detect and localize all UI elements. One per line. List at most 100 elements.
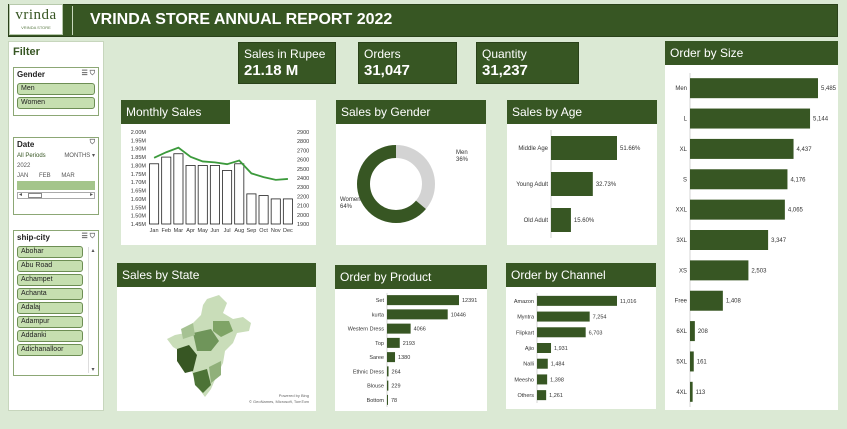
bar [387, 366, 389, 377]
donut-label: Men [456, 150, 468, 156]
category-label: Ajio [525, 346, 534, 352]
category-label: Meesho [514, 377, 534, 383]
scroll-thumb[interactable] [28, 193, 42, 198]
timeline-selection-bar[interactable] [17, 181, 95, 190]
clear-filter-icon[interactable]: ⛉ [89, 70, 95, 77]
bar [690, 108, 811, 129]
bar [690, 199, 785, 220]
data-label: 15.60% [574, 218, 595, 224]
clear-filter-icon[interactable]: ⛉ [89, 233, 95, 240]
map-region-karnataka[interactable] [193, 369, 211, 393]
monthly-bar [149, 163, 160, 225]
data-label: 264 [392, 369, 401, 375]
y2-tick-label: 2000 [297, 213, 309, 219]
data-label: 5,144 [813, 117, 829, 123]
filter-title: Filter [13, 46, 40, 58]
scroll-up-icon[interactable]: ▴ [91, 248, 95, 254]
kpi-sales-label: Sales in Rupee [244, 47, 326, 61]
logo-text: vrinda [15, 7, 57, 23]
scroll-down-icon[interactable]: ▾ [91, 367, 95, 373]
gender-slicer-title: Gender [17, 70, 46, 79]
category-label: XXL [676, 208, 688, 214]
channel-title: Order by Channel [506, 263, 656, 287]
scroll-left-icon[interactable]: ◂ [19, 192, 23, 198]
category-label: Myntra [517, 315, 535, 321]
data-label: 229 [391, 384, 400, 390]
bar [387, 337, 400, 348]
state-panel: Powered by Bing © GeoNames, Microsoft, T… [117, 263, 316, 411]
monthly-bar [282, 198, 293, 225]
channel-panel: Amazon 11,016 Myntra 7,254 Flipkart 6,703 Ajio… [506, 263, 656, 409]
category-label: Middle Age [518, 146, 548, 152]
data-label: 78 [391, 398, 397, 404]
y-tick-label: 1.80M [131, 163, 147, 169]
date-period: All Periods [17, 153, 46, 159]
size-bar-chart: Men 5,485 L 5,144 XL 4,437 S 4,176 XXL 4,065 3XL 3,… [675, 73, 837, 407]
city-item[interactable]: Addanki [17, 330, 83, 342]
map-region-maharashtra[interactable] [177, 345, 197, 373]
bar [537, 390, 547, 401]
city-item[interactable]: Abu Road [17, 260, 83, 272]
map-region-mp[interactable] [193, 329, 219, 351]
category-label: 6XL [676, 329, 687, 335]
multi-select-icon[interactable]: ☰ [81, 233, 88, 240]
city-item[interactable]: Adalaj [17, 302, 83, 314]
bar [690, 321, 695, 342]
data-label: 1380 [398, 355, 410, 361]
category-label: Blouse [367, 384, 384, 390]
map-region-rajasthan[interactable] [181, 323, 195, 339]
monthly-bar [197, 165, 208, 225]
bar [387, 295, 459, 306]
bar [537, 327, 586, 338]
y-tick-label: 1.85M [131, 155, 147, 161]
monthly-bar [246, 193, 257, 225]
data-label: 161 [697, 359, 708, 365]
title-bar [8, 4, 838, 37]
data-label: 5,485 [821, 86, 837, 92]
multi-select-icon[interactable]: ☰ [81, 70, 88, 77]
y-tick-label: 1.55M [131, 205, 147, 211]
category-label: 3XL [676, 238, 687, 244]
donut-label: 64% [340, 204, 353, 210]
scroll-right-icon[interactable]: ▸ [89, 192, 93, 198]
y2-tick-label: 2500 [297, 167, 309, 173]
kpi-orders-label: Orders [364, 47, 401, 61]
bar [537, 311, 590, 322]
data-label: 4066 [414, 327, 426, 333]
category-label: Free [675, 299, 688, 305]
category-label: Others [517, 393, 534, 399]
data-label: 4,437 [797, 147, 813, 153]
map-region-up[interactable] [213, 321, 233, 337]
category-label: Old Adult [524, 218, 549, 224]
data-label: 208 [698, 329, 709, 335]
category-label: 4XL [676, 390, 687, 396]
city-item[interactable]: Achanta [17, 288, 83, 300]
date-unit-label: MONTHS [64, 153, 91, 159]
gender-item-men[interactable]: Men [17, 83, 95, 95]
map-region-telangana[interactable] [209, 361, 221, 383]
category-label: Western Dress [348, 327, 385, 333]
monthly-bar [209, 165, 220, 225]
city-item[interactable]: Achampet [17, 274, 83, 286]
x-tick-label: Nov [271, 228, 281, 234]
month-label-mar: MAR [61, 173, 75, 179]
monthly-sales-title: Monthly Sales [121, 100, 230, 124]
bar [537, 358, 548, 369]
bar [387, 380, 389, 391]
kpi-quantity-label: Quantity [482, 47, 527, 61]
timeline-scrollbar[interactable]: ◂ ▸ [17, 192, 95, 199]
clear-filter-icon[interactable]: ⛉ [89, 139, 95, 146]
city-item[interactable]: Adichanalloor [17, 344, 83, 356]
bar [537, 295, 617, 306]
y-tick-label: 1.45M [131, 222, 147, 228]
city-item[interactable]: Adampur [17, 316, 83, 328]
category-label: 5XL [676, 359, 687, 365]
y-tick-label: 1.75M [131, 172, 147, 178]
gender-item-women[interactable]: Women [17, 97, 95, 109]
city-item[interactable]: Abohar [17, 246, 83, 258]
monthly-bar [222, 170, 233, 225]
date-unit-dropdown[interactable]: MONTHS ▾ [64, 153, 95, 159]
city-scrollbar[interactable]: ▴ ▾ [88, 247, 96, 373]
india-map: Powered by Bing © GeoNames, Microsoft, T… [167, 295, 310, 404]
